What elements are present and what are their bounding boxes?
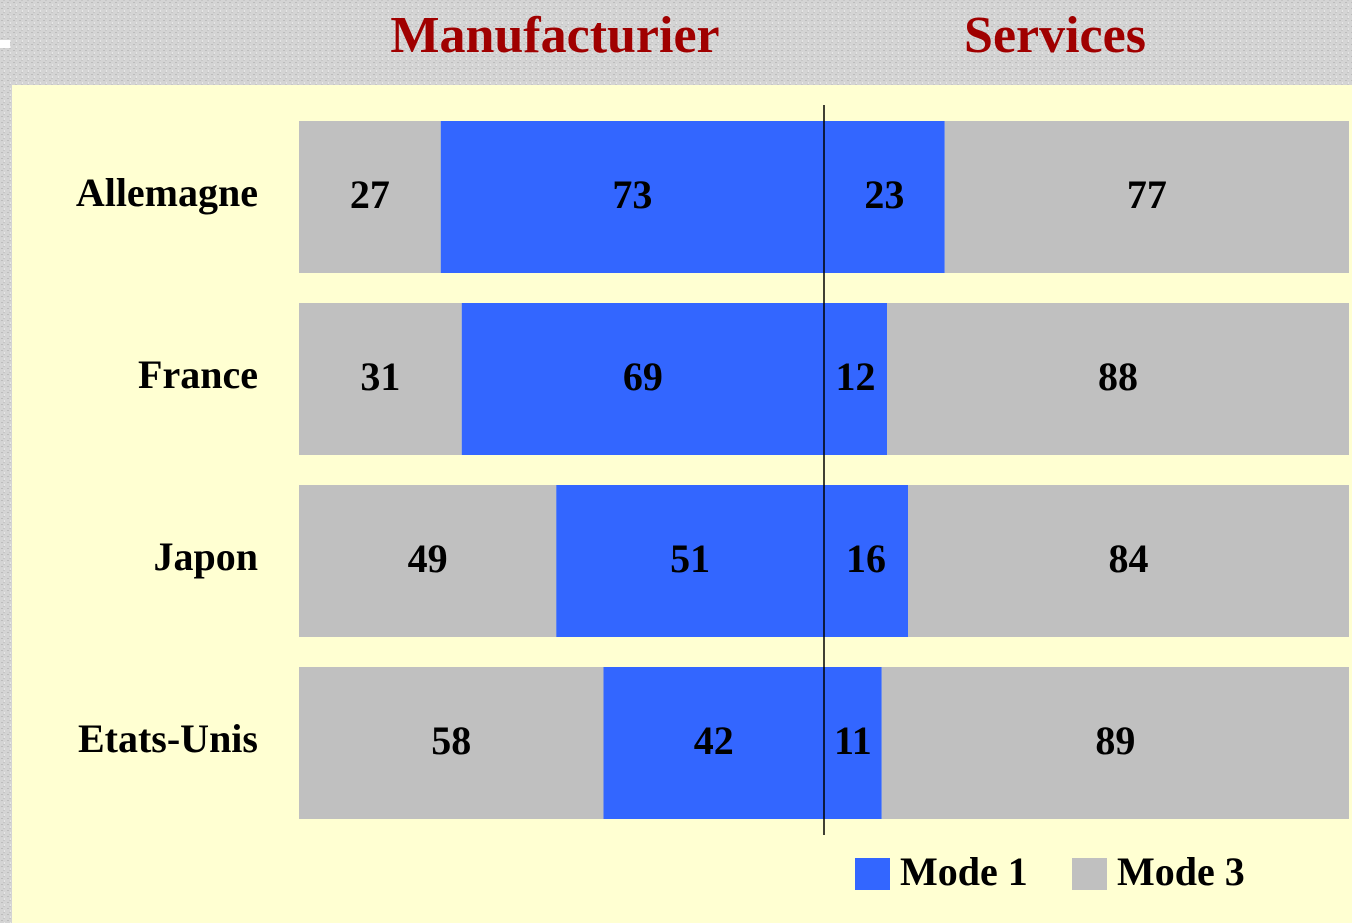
bar-segment [556, 485, 824, 637]
legend-swatch [1072, 858, 1107, 890]
value-label: 49 [408, 536, 448, 581]
value-label: 51 [670, 536, 710, 581]
panel-title: Services [964, 7, 1146, 64]
bar-segment [299, 485, 557, 637]
bar-segment [824, 303, 887, 455]
value-label: 11 [834, 718, 872, 763]
value-label: 73 [612, 172, 652, 217]
value-label: 27 [350, 172, 390, 217]
bar-segment [944, 121, 1349, 273]
bar-segment [824, 667, 882, 819]
bar-segment [440, 121, 824, 273]
legend-label: Mode 1 [900, 849, 1028, 894]
panel-title: Manufacturier [390, 7, 719, 64]
value-label: 31 [360, 354, 400, 399]
bar-segment [603, 667, 824, 819]
category-label: Allemagne [76, 170, 258, 215]
legend-label: Mode 3 [1117, 849, 1245, 894]
bar-segment [881, 667, 1349, 819]
category-label: Etats-Unis [78, 716, 258, 761]
bar-segment [824, 121, 945, 273]
value-label: 84 [1109, 536, 1149, 581]
value-label: 23 [864, 172, 904, 217]
decoration [0, 40, 10, 48]
value-label: 89 [1095, 718, 1135, 763]
category-label: France [138, 352, 258, 397]
value-label: 88 [1098, 354, 1138, 399]
category-label: Japon [154, 534, 259, 579]
value-label: 12 [836, 354, 876, 399]
bar-segment [299, 121, 441, 273]
bar-segment [824, 485, 908, 637]
bar-segment [299, 667, 604, 819]
legend-swatch [855, 858, 890, 890]
bar-segment [461, 303, 824, 455]
bar-segment [908, 485, 1349, 637]
value-label: 77 [1127, 172, 1167, 217]
bar-segment [299, 303, 462, 455]
value-label: 16 [846, 536, 886, 581]
value-label: 69 [623, 354, 663, 399]
value-label: 42 [694, 718, 734, 763]
bar-segment [887, 303, 1349, 455]
value-label: 58 [431, 718, 471, 763]
